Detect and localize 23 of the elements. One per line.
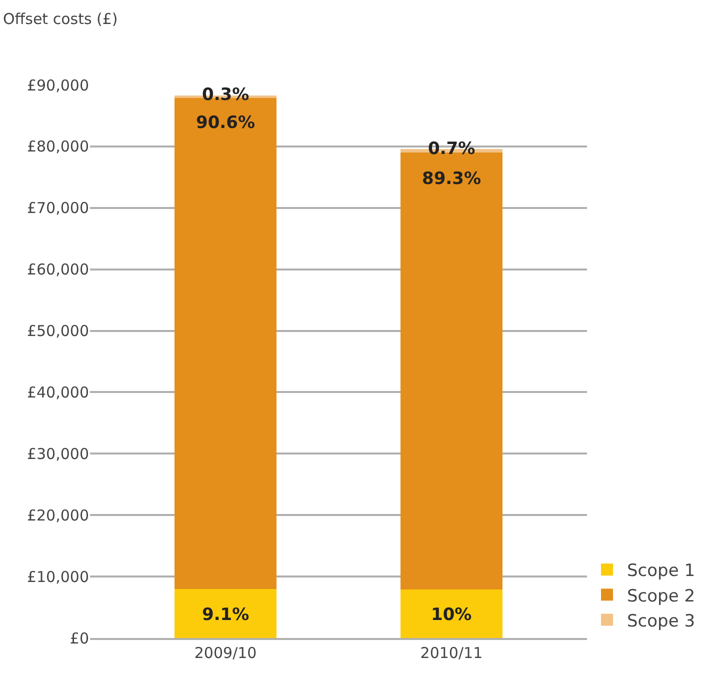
bar xyxy=(174,588,276,638)
bar xyxy=(400,589,502,638)
y-axis-title: Offset costs (£) xyxy=(3,10,118,28)
legend-label: Scope 1 xyxy=(627,561,696,582)
annotation: 9.1% xyxy=(202,605,250,625)
legend-label: Scope 3 xyxy=(627,611,696,632)
y-tick-label: £80,000 xyxy=(26,138,89,156)
annotation: 90.6% xyxy=(196,113,255,133)
y-tick-label: £20,000 xyxy=(26,506,89,524)
y-tick-label: £60,000 xyxy=(26,260,89,279)
x-tick-label: 2010/11 xyxy=(420,644,483,662)
y-tick-label: £70,000 xyxy=(26,199,89,218)
y-tick-label: £0 xyxy=(70,629,89,648)
x-tick-label: 2009/10 xyxy=(194,644,257,662)
legend-label: Scope 2 xyxy=(627,586,696,606)
y-tick-label: £90,000 xyxy=(26,76,89,94)
y-tick-label: £30,000 xyxy=(26,444,89,463)
bar xyxy=(400,152,502,590)
y-tick-label: £10,000 xyxy=(26,568,89,586)
annotation: 10% xyxy=(431,605,472,625)
y-tick-label: £50,000 xyxy=(26,322,89,340)
y-tick-label: £40,000 xyxy=(26,383,89,402)
annotation: 89.3% xyxy=(422,169,481,189)
